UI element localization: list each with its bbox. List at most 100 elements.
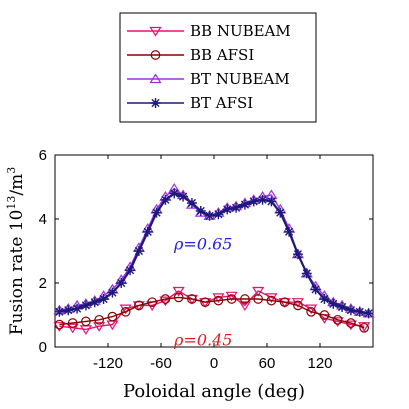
data-point	[213, 295, 224, 306]
data-point	[238, 301, 251, 312]
data-point	[301, 268, 312, 279]
legend-label: BB NUBEAM	[190, 22, 291, 40]
data-point	[291, 298, 304, 308]
x-tick-label: 60	[259, 355, 276, 372]
data-point	[275, 207, 286, 218]
data-point	[279, 297, 290, 308]
data-point	[293, 300, 303, 311]
data-point	[107, 287, 118, 298]
data-point	[67, 318, 78, 328]
data-point	[160, 194, 171, 205]
data-point	[142, 226, 153, 237]
series-bt-afsi	[54, 188, 374, 319]
data-point	[195, 206, 206, 216]
data-point	[240, 294, 250, 304]
ticks: -120 -60 0 60 120 0 2 4 6	[39, 147, 373, 372]
data-point	[159, 296, 172, 307]
legend-label: BB AFSI	[190, 46, 254, 64]
data-point	[125, 265, 136, 276]
data-point	[310, 284, 321, 295]
data-point	[213, 209, 224, 220]
data-point	[134, 300, 144, 311]
data-point	[305, 304, 318, 315]
data-point	[98, 294, 109, 304]
x-axis-label: Poloidal angle (deg)	[123, 381, 305, 402]
series-layer	[53, 182, 375, 336]
data-point	[248, 196, 259, 207]
legend-marker	[149, 73, 162, 84]
data-point	[72, 303, 83, 314]
legend-label: BT AFSI	[190, 94, 253, 112]
data-point	[337, 302, 348, 312]
legend-marker	[149, 26, 162, 37]
data-point	[160, 294, 171, 304]
data-point	[107, 311, 118, 322]
data-point	[54, 306, 65, 317]
data-point	[328, 298, 339, 309]
data-point	[199, 298, 212, 308]
data-point	[66, 323, 79, 334]
x-tick-label: 120	[307, 355, 332, 372]
data-point	[80, 300, 91, 311]
x-tick-label: -120	[93, 355, 123, 372]
data-point	[222, 204, 233, 215]
data-point	[344, 320, 357, 331]
data-point	[253, 294, 264, 304]
data-point	[345, 305, 356, 316]
data-point	[332, 314, 343, 325]
data-point	[204, 210, 215, 221]
data-point	[306, 306, 317, 317]
data-point	[252, 286, 265, 297]
data-point	[292, 249, 303, 260]
annotation-rho-065: ρ=0.65	[173, 235, 232, 254]
data-point	[172, 286, 185, 297]
data-point	[354, 306, 365, 317]
data-point	[266, 295, 277, 306]
data-point	[265, 293, 278, 304]
legend: BB NUBEAM BB AFSI BT NUBEAM BT AFSI	[119, 12, 317, 123]
data-point	[63, 305, 74, 316]
data-point	[231, 202, 242, 213]
data-point	[94, 314, 105, 325]
data-point	[257, 194, 268, 205]
data-point	[119, 304, 132, 315]
data-point	[151, 207, 162, 218]
legend-marker	[150, 50, 161, 60]
legend-label: BT NUBEAM	[190, 70, 290, 88]
y-tick-label: 0	[39, 339, 47, 356]
data-point	[147, 297, 158, 308]
data-point	[200, 297, 211, 308]
data-point	[319, 294, 330, 304]
legend-marker	[150, 98, 161, 108]
y-tick-label: 4	[39, 211, 47, 228]
data-point	[359, 322, 370, 333]
annotation-rho-045: ρ=0.45	[173, 331, 232, 350]
series-line	[59, 296, 365, 329]
data-point	[212, 293, 225, 304]
data-point	[186, 198, 197, 208]
series-bb-afsi	[54, 292, 370, 333]
data-point	[225, 291, 238, 302]
series-bb-nubeam	[53, 286, 371, 336]
data-point	[169, 188, 180, 199]
data-point	[187, 294, 197, 304]
data-point	[53, 322, 66, 332]
data-point	[81, 316, 91, 327]
data-point	[319, 310, 330, 320]
data-point	[178, 191, 189, 202]
data-point	[239, 199, 250, 210]
data-point	[54, 319, 65, 330]
data-point	[89, 297, 100, 308]
y-tick-label: 6	[39, 147, 47, 164]
y-tick-label: 2	[39, 275, 47, 292]
data-point	[93, 322, 106, 332]
data-point	[226, 294, 237, 304]
data-point	[266, 196, 277, 207]
x-tick-label: -60	[150, 355, 172, 372]
data-point	[331, 317, 344, 328]
y-axis-label: Fusion rate 1013/m3	[5, 167, 27, 336]
data-point	[116, 278, 127, 288]
data-point	[133, 246, 144, 256]
data-point	[346, 318, 356, 328]
